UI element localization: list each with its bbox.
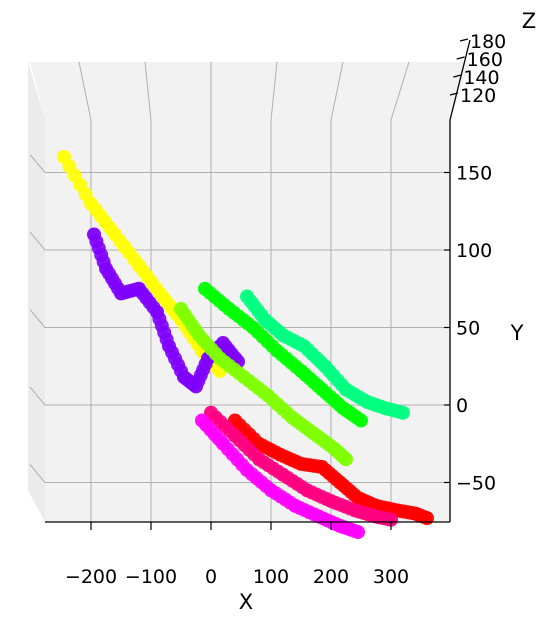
y-grid-line-side bbox=[29, 309, 46, 328]
z-tick-label: 140 bbox=[463, 67, 499, 89]
z-tick-label: 180 bbox=[470, 31, 506, 53]
x-grid-line-back bbox=[330, 61, 344, 121]
y-tick-label: −50 bbox=[456, 473, 496, 495]
data-point bbox=[339, 452, 353, 467]
z-axis-line bbox=[449, 39, 471, 121]
x-grid-line-back bbox=[270, 61, 278, 121]
data-point bbox=[420, 511, 434, 526]
y-grid-line-side bbox=[29, 154, 46, 173]
y-grid-line-side bbox=[29, 231, 46, 251]
x-tick-label: −100 bbox=[125, 566, 177, 588]
z-tick-mark bbox=[449, 92, 459, 96]
axis-layer: −200 −100 0 100 200 300 −50 0 50 100 150 1201401601… bbox=[45, 31, 506, 588]
data-point bbox=[396, 405, 410, 420]
x-grid-line-back bbox=[390, 61, 410, 121]
z-tick-mark bbox=[453, 74, 462, 78]
x-grid-line-back bbox=[144, 61, 152, 121]
z-tick-label: 160 bbox=[467, 49, 503, 71]
y-tick-label: 100 bbox=[456, 240, 492, 262]
z-tick-label: 120 bbox=[460, 85, 496, 107]
z-tick-mark bbox=[456, 56, 465, 60]
y-grid-line-side bbox=[29, 386, 46, 406]
data-point bbox=[351, 525, 365, 540]
side-pane bbox=[28, 62, 45, 522]
y-tick-label: 150 bbox=[456, 163, 492, 185]
data-point bbox=[384, 512, 398, 527]
y-grid-line-side bbox=[29, 464, 46, 483]
x-axis-label: X bbox=[239, 590, 253, 614]
x-tick-label: 100 bbox=[253, 566, 289, 588]
z-tick-mark bbox=[459, 38, 469, 42]
back-pane bbox=[30, 62, 470, 120]
x-tick-label: 0 bbox=[205, 566, 217, 588]
x-grid-line-back bbox=[78, 61, 92, 121]
data-point bbox=[354, 413, 368, 428]
y-tick-label: 0 bbox=[456, 395, 468, 417]
x-tick-label: −200 bbox=[65, 566, 117, 588]
x-tick-label: 300 bbox=[373, 566, 409, 588]
x-tick-label: 200 bbox=[313, 566, 349, 588]
y-tick-label: 50 bbox=[456, 318, 480, 340]
z-axis-label: Z bbox=[522, 9, 536, 33]
y-axis-label: Y bbox=[510, 321, 524, 345]
